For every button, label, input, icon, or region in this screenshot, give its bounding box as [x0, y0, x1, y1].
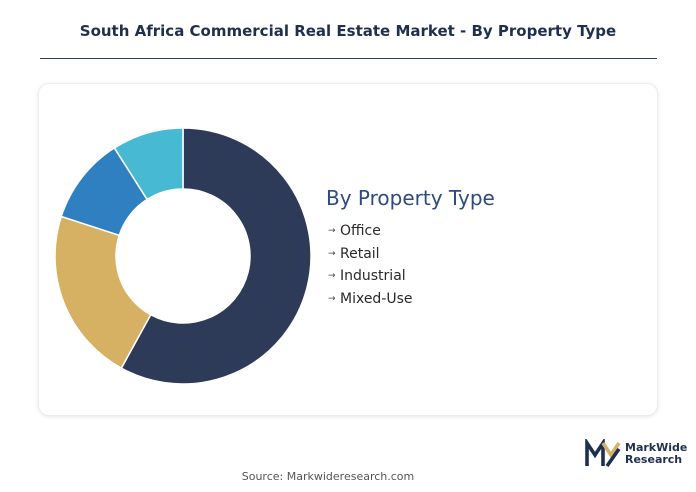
- legend-label: Industrial: [340, 268, 406, 284]
- source-note: Source: Markwideresearch.com: [241, 470, 415, 483]
- legend-list: → Office → Retail → Industrial → Mixed-Use: [326, 220, 495, 310]
- logo-line-2: Research: [625, 453, 683, 466]
- arrow-icon: →: [328, 293, 336, 304]
- legend-label: Retail: [340, 245, 380, 262]
- slice-office: [120, 127, 312, 385]
- legend-item-mixed-use: → Mixed-Use: [326, 288, 495, 311]
- legend: By Property Type → Office → Retail → Industri…: [326, 186, 495, 310]
- legend-item-office: → Office: [326, 220, 495, 243]
- legend-item-retail: → Retail: [326, 243, 495, 266]
- chart-title: South Africa Commercial Real Estate Mark…: [79, 22, 617, 40]
- arrow-icon: →: [328, 248, 336, 259]
- legend-label: Office: [340, 223, 381, 239]
- legend-title: By Property Type: [326, 186, 495, 210]
- markwide-logo: MarkWide Research: [585, 439, 687, 469]
- logo-line-1: MarkWide: [625, 441, 688, 454]
- slice-retail: [54, 215, 152, 370]
- title-divider: [40, 58, 657, 59]
- logo-mark-icon: [585, 439, 621, 468]
- legend-item-industrial: → Industrial: [326, 265, 495, 288]
- legend-label: Mixed-Use: [340, 290, 413, 307]
- arrow-icon: →: [328, 271, 336, 281]
- donut-chart: [54, 127, 312, 385]
- slice-mixed-use: [113, 127, 184, 201]
- arrow-icon: →: [328, 226, 336, 236]
